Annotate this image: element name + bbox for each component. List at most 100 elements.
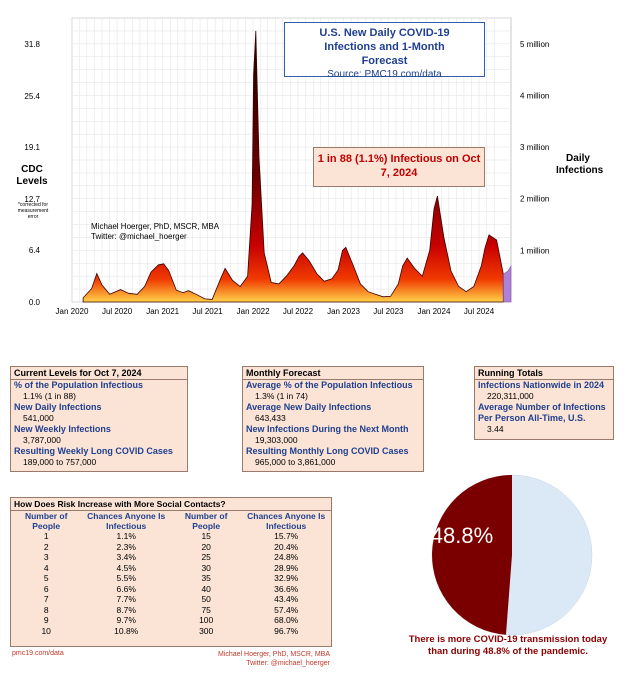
monthly-val-1: 1.3% (1 in 74)	[255, 391, 308, 401]
risk-people-cell: 50	[201, 594, 211, 604]
risk-people-cell: 9	[43, 615, 49, 625]
risk-row: 5 5.5% 35 32.9%	[11, 573, 331, 584]
risk-chance-cell: 8.7%	[116, 604, 136, 615]
chart-source: Source: PMC19.com/data	[327, 69, 442, 80]
pie-svg	[431, 474, 593, 636]
risk-row: 3 3.4% 25 24.8%	[11, 552, 331, 563]
current-val-2: 541,000	[23, 413, 54, 423]
footer-credit-name: Michael Hoerger, PhD, MSCR, MBA	[217, 651, 330, 658]
monthly-val-2: 643,433	[255, 413, 286, 423]
monthly-key-4: Resulting Monthly Long COVID Cases	[246, 446, 409, 456]
risk-chance-cell: 15.7%	[274, 531, 299, 541]
risk-people-cell: 100	[199, 615, 214, 625]
risk-row: 8 8.7% 75 57.4%	[11, 605, 331, 616]
x-tick-label: Jan 2020	[56, 307, 89, 316]
running-key-2: Average Number of Infections Per Person …	[478, 402, 606, 423]
running-totals-panel: Running Totals Infections Nationwide in …	[474, 366, 614, 440]
risk-table-panel: How Does Risk Increase with More Social …	[10, 497, 332, 647]
risk-col-people-a: Number of People	[24, 511, 68, 531]
risk-chance-cell: 57.4%	[274, 604, 299, 615]
footer-credit-twitter: Twitter: @michael_hoerger	[246, 660, 330, 667]
risk-table: Number of People Chances Anyone Is Infec…	[11, 511, 331, 636]
risk-people-cell: 6	[43, 583, 49, 594]
risk-people-cell: 30	[201, 562, 211, 573]
risk-col-chance-a: Chances Anyone Is Infectious	[87, 511, 166, 531]
y-left-tick-label: 6.4	[29, 246, 41, 255]
risk-people-cell: 2	[43, 541, 49, 552]
monthly-val-4: 965,000 to 3,861,000	[255, 457, 336, 467]
risk-people-cell: 10	[41, 625, 51, 636]
risk-chance-cell: 24.8%	[274, 552, 299, 562]
running-val-2: 3.44	[487, 424, 504, 434]
running-val-1: 220,311,000	[487, 391, 534, 401]
x-tick-label: Jul 2021	[192, 307, 223, 316]
y-right-tick-label: 2 million	[520, 195, 549, 204]
pie-chart: 48.8%	[412, 455, 612, 655]
y-right-label: Daily Infections	[556, 153, 604, 176]
footer-source: pmc19.com/data	[12, 650, 64, 657]
y-left-tick-label: 31.8	[24, 40, 40, 49]
y-left-label: CDC Levels	[16, 164, 48, 187]
risk-people-cell: 35	[201, 573, 211, 583]
risk-row: 9 9.7% 100 68.0%	[11, 615, 331, 626]
forecast-area	[503, 264, 512, 303]
risk-row: 2 2.3% 20 20.4%	[11, 542, 331, 553]
risk-people-cell: 4	[43, 562, 49, 573]
risk-row: 1 1.1% 15 15.7%	[11, 531, 331, 542]
risk-chance-cell: 1.1%	[116, 531, 136, 541]
current-key-4: Resulting Weekly Long COVID Cases	[14, 446, 173, 456]
y-left-tick-label: 12.7	[24, 195, 40, 204]
y-right-tick-label: 1 million	[520, 246, 549, 255]
risk-table-body: 1 1.1% 15 15.7% 2 2.3% 20 20.4% 3 3.4% 25 24.8% 4 4.5…	[11, 531, 331, 636]
risk-chance-cell: 2.3%	[116, 541, 136, 552]
risk-chance-cell: 9.7%	[116, 615, 136, 625]
risk-people-cell: 1	[43, 531, 49, 541]
current-key-1: % of the Population Infectious	[14, 380, 143, 390]
risk-people-cell: 75	[201, 604, 211, 615]
monthly-forecast-panel: Monthly Forecast Average % of the Popula…	[242, 366, 424, 472]
y-left-note: *corrected for measurement error	[17, 202, 49, 220]
risk-chance-cell: 3.4%	[116, 552, 136, 562]
x-tick-label: Jan 2022	[237, 307, 270, 316]
risk-col-chance-b: Chances Anyone Is Infectious	[247, 511, 326, 531]
chart-title: U.S. New Daily COVID-19 Infections and 1…	[319, 27, 450, 67]
y-left-tick-label: 19.1	[24, 143, 40, 152]
credit-name: Michael Hoerger, PhD, MSCR, MBA	[91, 222, 220, 231]
risk-people-cell: 25	[201, 552, 211, 562]
risk-people-cell: 40	[201, 583, 211, 594]
x-tick-label: Jan 2023	[327, 307, 360, 316]
current-key-2: New Daily Infections	[14, 402, 102, 412]
risk-row: 10 10.8% 300 96.7%	[11, 626, 331, 637]
x-tick-label: Jul 2023	[373, 307, 404, 316]
risk-chance-cell: 96.7%	[274, 625, 299, 636]
x-tick-label: Jan 2021	[146, 307, 179, 316]
risk-people-cell: 7	[43, 594, 49, 604]
monthly-title: Monthly Forecast	[243, 367, 423, 380]
current-key-3: New Weekly Infections	[14, 424, 111, 434]
current-levels-panel: Current Levels for Oct 7, 2024 % of the …	[10, 366, 188, 472]
x-tick-label: Jul 2020	[102, 307, 133, 316]
risk-row: 4 4.5% 30 28.9%	[11, 563, 331, 574]
risk-chance-cell: 7.7%	[116, 594, 136, 604]
risk-chance-cell: 68.0%	[274, 615, 299, 625]
main-chart: 31.8 25.4 19.1 12.7 6.4 0.0 5 million 4 million…	[0, 0, 629, 330]
y-right-tick-label: 4 million	[520, 91, 549, 100]
current-annotation: 1 in 88 (1.1%) Infectious on Oct 7, 2024	[313, 147, 485, 187]
risk-people-cell: 3	[43, 552, 49, 562]
monthly-key-1: Average % of the Population Infectious	[246, 380, 413, 390]
y-left-tick-label: 0.0	[29, 298, 41, 307]
infections-area	[82, 30, 504, 303]
risk-chance-cell: 4.5%	[116, 562, 136, 573]
chart-credit: Michael Hoerger, PhD, MSCR, MBA Twitter:…	[91, 222, 219, 242]
current-val-1: 1.1% (1 in 88)	[23, 391, 76, 401]
x-tick-label: Jul 2024	[464, 307, 495, 316]
monthly-val-3: 19,303,000	[255, 435, 298, 445]
current-levels-title: Current Levels for Oct 7, 2024	[11, 367, 187, 380]
y-right-tick-label: 5 million	[520, 40, 549, 49]
current-val-3: 3,787,000	[23, 435, 61, 445]
credit-twitter: Twitter: @michael_hoerger	[91, 232, 187, 241]
x-tick-label: Jul 2022	[283, 307, 314, 316]
footer-credit: Michael Hoerger, PhD, MSCR, MBA Twitter:…	[214, 650, 330, 668]
y-left-tick-label: 25.4	[24, 92, 40, 101]
risk-people-cell: 15	[201, 531, 211, 541]
